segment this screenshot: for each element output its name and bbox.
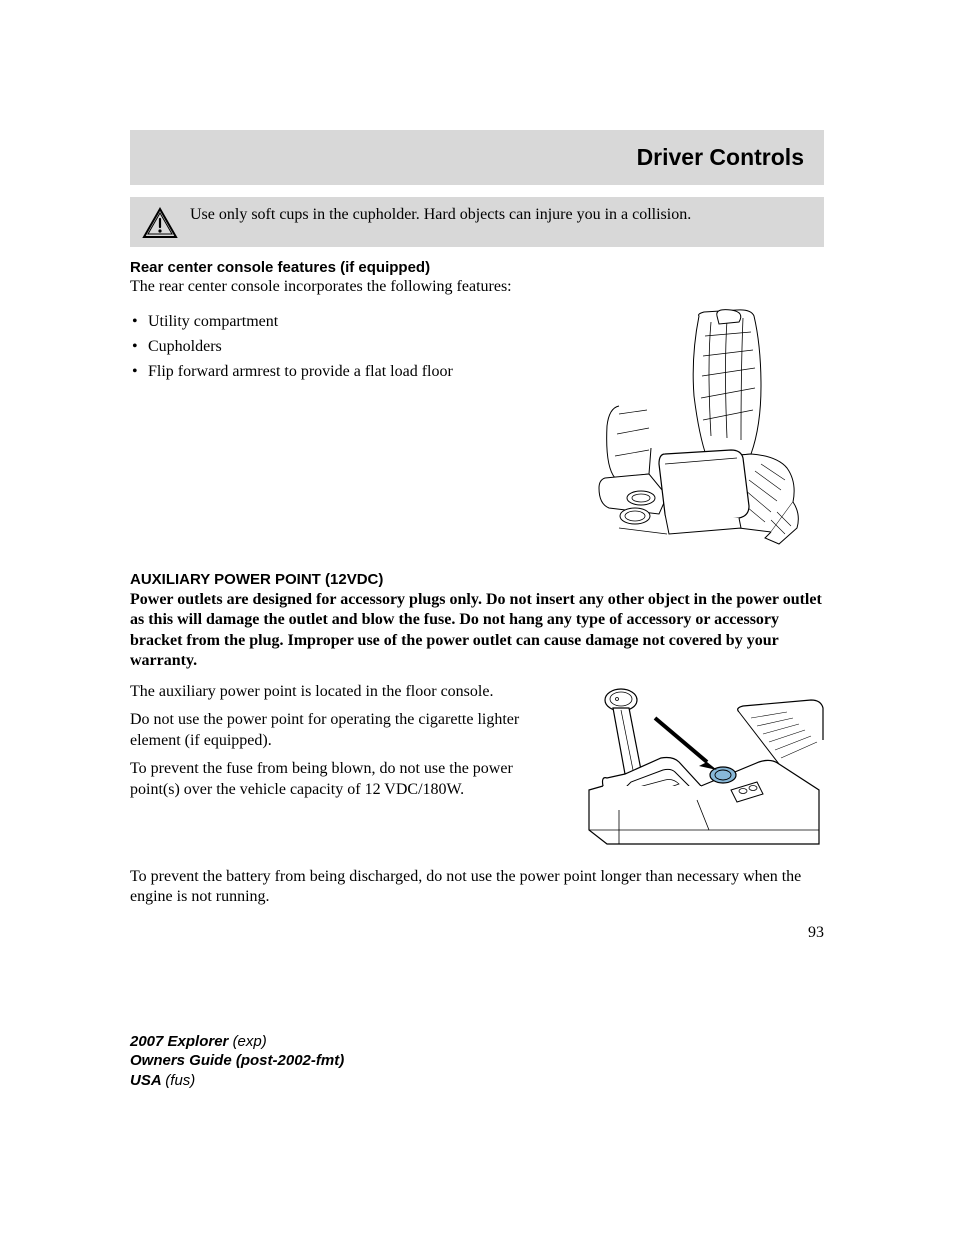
rear-console-intro: The rear center console incorporates the… <box>130 277 824 298</box>
warning-triangle-icon <box>142 207 178 239</box>
aux-power-heading: AUXILIARY POWER POINT (12VDC) <box>130 571 824 588</box>
page-content: Driver Controls Use only soft cups in th… <box>0 0 954 1150</box>
footer-line: 2007 Explorer (exp) <box>130 1032 824 1052</box>
aux-power-figure <box>579 682 824 847</box>
list-item: Utility compartment <box>130 310 559 333</box>
rear-console-bullets: Utility compartment Cupholders Flip forw… <box>130 310 559 384</box>
body-paragraph: To prevent the fuse from being blown, do… <box>130 759 559 800</box>
rear-seat-figure <box>579 306 824 551</box>
list-item: Cupholders <box>130 335 559 358</box>
page-number: 93 <box>130 924 824 942</box>
chapter-header-bar: Driver Controls <box>130 130 824 185</box>
aux-power-section: The auxiliary power point is located in … <box>130 682 824 847</box>
aux-power-text-col: The auxiliary power point is located in … <box>130 682 559 847</box>
rear-console-subheading: Rear center console features (if equippe… <box>130 259 824 276</box>
footer-line: USA (fus) <box>130 1071 824 1091</box>
warning-text: Use only soft cups in the cupholder. Har… <box>190 205 691 225</box>
body-paragraph: The auxiliary power point is located in … <box>130 682 559 702</box>
warning-callout: Use only soft cups in the cupholder. Har… <box>130 197 824 247</box>
footer-vehicle: 2007 Explorer <box>130 1033 233 1050</box>
rear-console-bullets-col: Utility compartment Cupholders Flip forw… <box>130 306 559 551</box>
footer-line: Owners Guide (post-2002-fmt) <box>130 1051 824 1071</box>
footer-code: (fus) <box>165 1072 195 1089</box>
footer-code: (exp) <box>233 1033 267 1050</box>
body-paragraph: To prevent the battery from being discha… <box>130 867 824 908</box>
list-item: Flip forward armrest to provide a flat l… <box>130 360 559 383</box>
footer-block: 2007 Explorer (exp) Owners Guide (post-2… <box>130 1032 824 1091</box>
chapter-title: Driver Controls <box>637 144 804 170</box>
rear-console-section: Utility compartment Cupholders Flip forw… <box>130 306 824 551</box>
body-paragraph: Do not use the power point for operating… <box>130 710 559 751</box>
aux-power-warning-para: Power outlets are designed for accessory… <box>130 590 824 672</box>
footer-region: USA <box>130 1072 165 1089</box>
footer-guide: Owners Guide (post-2002-fmt) <box>130 1052 344 1069</box>
